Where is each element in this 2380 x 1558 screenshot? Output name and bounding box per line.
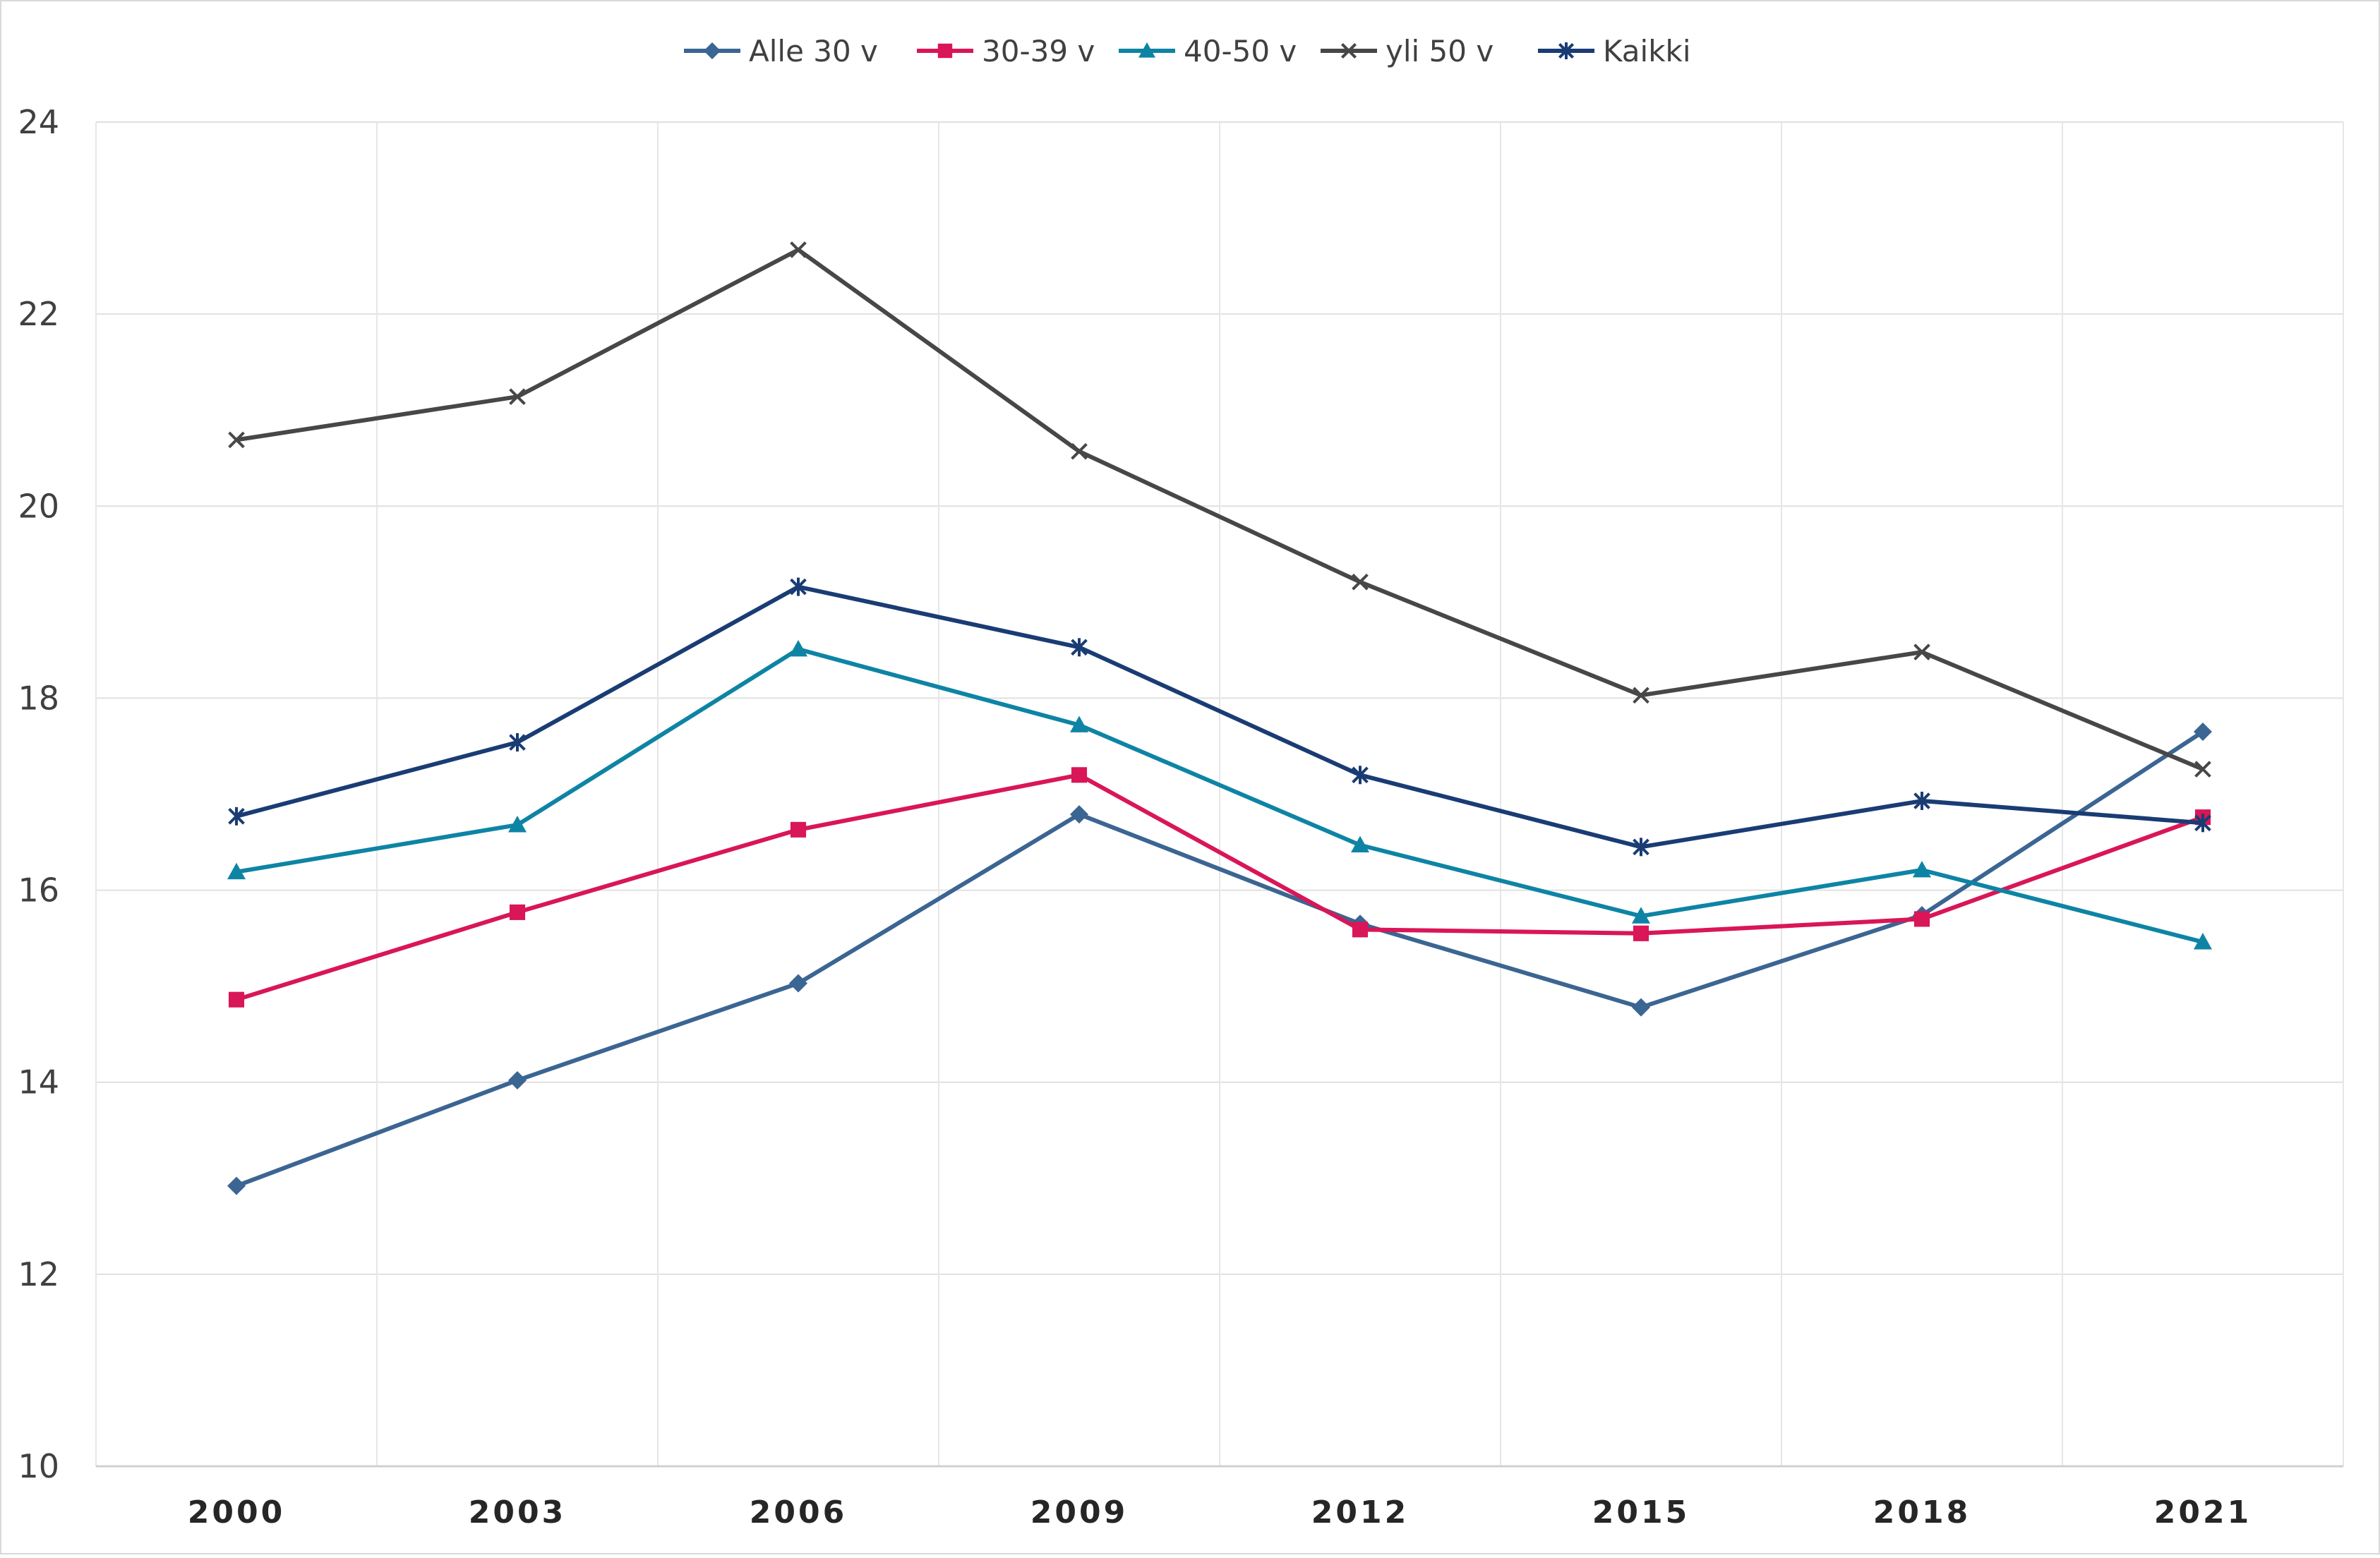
marker-stroke: [1633, 687, 1649, 704]
y-tick-label: 22: [18, 295, 59, 333]
legend-label: Alle 30 v: [749, 34, 878, 68]
legend-item: yli 50 v: [1321, 34, 1493, 68]
series-line: [236, 247, 2204, 771]
marker-stroke: [790, 241, 807, 258]
data-point: [228, 431, 245, 449]
marker-stroke: [1071, 442, 1088, 460]
marker-stroke: [1340, 42, 1357, 59]
data-point: [1071, 442, 1088, 460]
legend-item: 30-39 v: [917, 34, 1095, 68]
data-point: [227, 1176, 246, 1195]
data-point: [1913, 860, 1931, 878]
series-line: [236, 773, 2204, 1002]
marker-stroke: [509, 388, 526, 405]
data-point: [789, 640, 807, 657]
data-point: [228, 807, 245, 826]
data-point: [1352, 766, 1369, 785]
legend-marker: [1138, 42, 1155, 58]
y-tick-label: 16: [18, 871, 59, 910]
x-tick-label: 2009: [1030, 1494, 1128, 1530]
y-tick-label: 18: [18, 679, 59, 717]
y-tick-label: 20: [18, 487, 59, 525]
data-point: [1632, 998, 1650, 1017]
x-tick-label: 2006: [750, 1494, 847, 1530]
series-1: [228, 767, 2211, 1008]
data-point: [2194, 723, 2212, 742]
legend-item: 40-50 v: [1119, 34, 1297, 68]
series-line: [236, 584, 2204, 850]
data-point: [790, 577, 807, 596]
legend-marker: [1340, 42, 1357, 59]
y-tick-label: 24: [18, 103, 59, 141]
data-point: [790, 821, 807, 838]
legend-item: Kaikki: [1538, 34, 1691, 68]
y-tick-label: 12: [18, 1255, 59, 1293]
series-4: [228, 577, 2211, 857]
axes: 10 12 14 16 18 20 22 24 2000 2003 2006 2009 2012 2015…: [18, 103, 2343, 1530]
data-point: [790, 241, 807, 258]
data-point: [1633, 687, 1649, 704]
x-tick-label: 2015: [1592, 1494, 1690, 1530]
data-point: [1632, 907, 1650, 924]
series-2: [227, 640, 2212, 950]
data-point: [1633, 838, 1649, 857]
series-0: [227, 723, 2212, 1195]
y-tick-label: 10: [18, 1447, 59, 1485]
data-point: [509, 904, 526, 920]
legend-marker: [704, 42, 721, 59]
data-point: [1071, 767, 1088, 783]
legend: Alle 30 v 30-39 v 40-50 v yli 50 v Kaikki: [684, 34, 1691, 68]
data-point: [789, 974, 807, 993]
x-tick-label: 2000: [188, 1494, 285, 1530]
series-line: [236, 647, 2204, 944]
legend-label: yli 50 v: [1386, 34, 1493, 68]
data-point: [1071, 638, 1088, 657]
data-point: [227, 862, 246, 880]
series-layer: [227, 241, 2212, 1195]
data-point: [1070, 805, 1088, 824]
x-tick-label: 2003: [469, 1494, 566, 1530]
data-point: [508, 816, 527, 833]
marker-stroke: [1352, 573, 1369, 591]
series-line: [235, 730, 2204, 1188]
data-point: [228, 991, 245, 1008]
x-tick-label: 2021: [2154, 1494, 2252, 1530]
legend-label: 30-39 v: [982, 34, 1095, 68]
legend-label: Kaikki: [1603, 34, 1691, 68]
data-point: [1913, 911, 1930, 927]
data-point: [1070, 715, 1088, 732]
legend-marker: [1558, 42, 1575, 59]
data-point: [1913, 644, 1930, 660]
data-point: [2194, 814, 2211, 833]
data-point: [2194, 933, 2212, 950]
marker-stroke: [228, 431, 245, 449]
data-point: [509, 388, 526, 405]
gridlines: [95, 121, 2344, 1466]
legend-marker: [937, 43, 953, 59]
data-point: [509, 733, 526, 752]
y-tick-label: 14: [18, 1063, 59, 1101]
data-point: [1351, 835, 1369, 853]
data-point: [1913, 792, 1930, 811]
data-point: [1633, 925, 1649, 941]
legend-label: 40-50 v: [1184, 34, 1297, 68]
data-point: [1352, 922, 1369, 938]
marker-stroke: [2194, 761, 2211, 778]
data-point: [508, 1070, 527, 1089]
marker-stroke: [1913, 644, 1930, 660]
x-tick-label: 2018: [1873, 1494, 1971, 1530]
data-point: [2194, 761, 2211, 778]
x-tick-label: 2012: [1311, 1494, 1409, 1530]
data-point: [1352, 573, 1369, 591]
series-3: [228, 241, 2211, 778]
legend-item: Alle 30 v: [684, 34, 878, 68]
